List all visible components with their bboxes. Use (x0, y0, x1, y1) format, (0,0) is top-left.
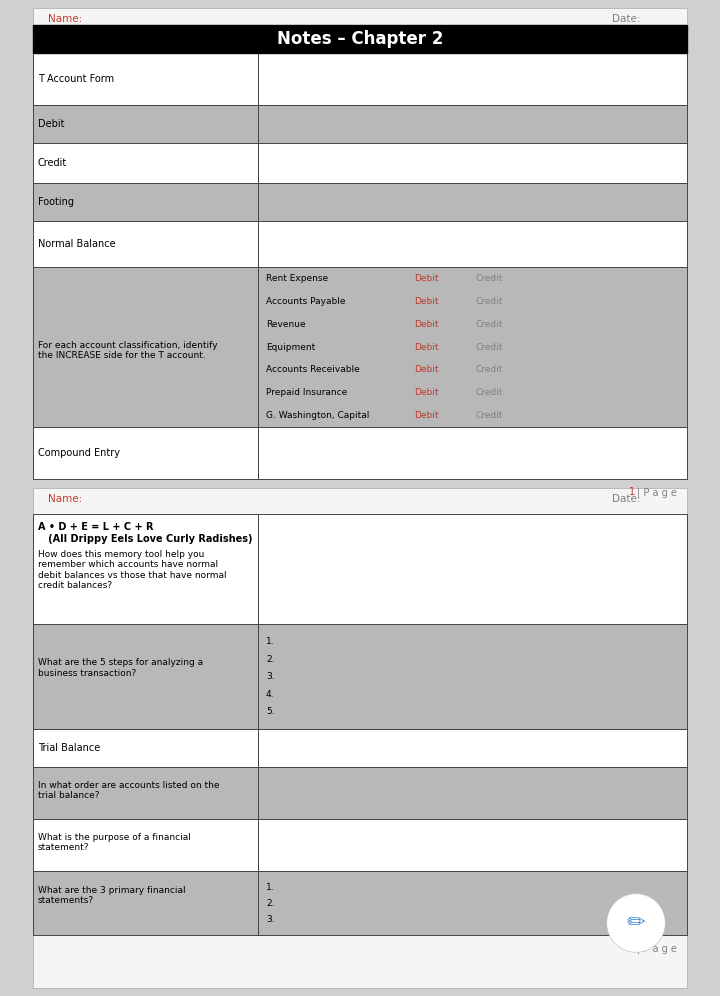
Text: Credit: Credit (476, 411, 503, 420)
Text: Equipment: Equipment (266, 343, 315, 352)
Bar (33, 8, 687, 470)
Text: 1.: 1. (266, 637, 274, 646)
Bar (33, 729, 258, 767)
Bar (258, 871, 687, 935)
Bar (33, 488, 687, 988)
Text: Credit: Credit (476, 388, 503, 397)
Text: Debit: Debit (38, 119, 65, 129)
Text: G. Washington, Capital: G. Washington, Capital (266, 411, 369, 420)
Text: 2.: 2. (266, 898, 274, 907)
Text: ✏: ✏ (626, 913, 645, 933)
Text: Debit: Debit (414, 343, 438, 352)
Text: Debit: Debit (414, 411, 438, 420)
Bar (258, 53, 687, 105)
Text: 3.: 3. (266, 914, 274, 923)
Text: 3.: 3. (266, 672, 274, 681)
Text: Debit: Debit (414, 297, 438, 306)
Text: Name:: Name: (48, 14, 82, 24)
Bar (258, 105, 687, 143)
Text: Debit: Debit (414, 274, 438, 283)
Text: Credit: Credit (476, 297, 503, 306)
Text: Date:: Date: (612, 494, 641, 504)
Text: | P a g e: | P a g e (637, 487, 677, 497)
Bar (33, 53, 258, 105)
Text: What is the purpose of a financial
statement?: What is the purpose of a financial state… (38, 833, 191, 853)
Text: (All Drippy Eels Love Curly Radishes): (All Drippy Eels Love Curly Radishes) (38, 534, 253, 544)
Text: 4.: 4. (266, 689, 274, 698)
Text: Trial Balance: Trial Balance (38, 743, 100, 753)
Bar (33, 267, 258, 427)
Text: Credit: Credit (476, 320, 503, 329)
Circle shape (608, 895, 664, 951)
Text: Name:: Name: (48, 494, 82, 504)
Bar (258, 819, 687, 871)
Text: Credit: Credit (38, 158, 67, 168)
Text: | P a g e: | P a g e (637, 943, 677, 953)
Bar (258, 514, 687, 624)
Bar (33, 143, 258, 183)
Text: 1: 1 (629, 487, 635, 497)
Text: Credit: Credit (476, 343, 503, 352)
Bar (33, 25, 687, 53)
Text: Credit: Credit (476, 274, 503, 283)
Bar (33, 514, 258, 624)
Bar (258, 729, 687, 767)
Bar (33, 624, 258, 729)
Text: What are the 3 primary financial
statements?: What are the 3 primary financial stateme… (38, 885, 186, 905)
Text: Credit: Credit (476, 366, 503, 374)
Text: Footing: Footing (38, 197, 74, 207)
Bar (258, 767, 687, 819)
Text: Date:: Date: (612, 14, 641, 24)
Text: 2: 2 (629, 943, 635, 953)
Text: For each account classification, identify
the INCREASE side for the T account.: For each account classification, identif… (38, 341, 217, 360)
Text: Debit: Debit (414, 388, 438, 397)
Bar (258, 427, 687, 479)
Text: In what order are accounts listed on the
trial balance?: In what order are accounts listed on the… (38, 781, 220, 800)
Bar (33, 427, 258, 479)
Circle shape (607, 894, 665, 952)
Text: 2.: 2. (266, 654, 274, 663)
Text: Debit: Debit (414, 320, 438, 329)
Bar (258, 221, 687, 267)
Text: Compound Entry: Compound Entry (38, 448, 120, 458)
Text: Revenue: Revenue (266, 320, 305, 329)
Bar (33, 221, 258, 267)
Text: A • D + E = L + C + R: A • D + E = L + C + R (38, 522, 153, 532)
Bar (33, 767, 258, 819)
Bar (33, 871, 258, 935)
Text: What are the 5 steps for analyzing a
business transaction?: What are the 5 steps for analyzing a bus… (38, 658, 203, 678)
Bar (258, 267, 687, 427)
Bar (258, 143, 687, 183)
Text: 5.: 5. (266, 707, 274, 716)
Text: Notes – Chapter 2: Notes – Chapter 2 (276, 30, 444, 48)
Text: Debit: Debit (414, 366, 438, 374)
Text: T Account Form: T Account Form (38, 74, 114, 84)
Text: How does this memory tool help you
remember which accounts have normal
debit bal: How does this memory tool help you remem… (38, 550, 227, 591)
Bar (33, 819, 258, 871)
Text: Accounts Receivable: Accounts Receivable (266, 366, 360, 374)
Bar (258, 183, 687, 221)
Text: 1.: 1. (266, 882, 274, 891)
Text: Prepaid Insurance: Prepaid Insurance (266, 388, 347, 397)
Bar (258, 624, 687, 729)
Bar (33, 183, 258, 221)
Text: Accounts Payable: Accounts Payable (266, 297, 346, 306)
Text: Normal Balance: Normal Balance (38, 239, 116, 249)
Bar (33, 105, 258, 143)
Text: Rent Expense: Rent Expense (266, 274, 328, 283)
